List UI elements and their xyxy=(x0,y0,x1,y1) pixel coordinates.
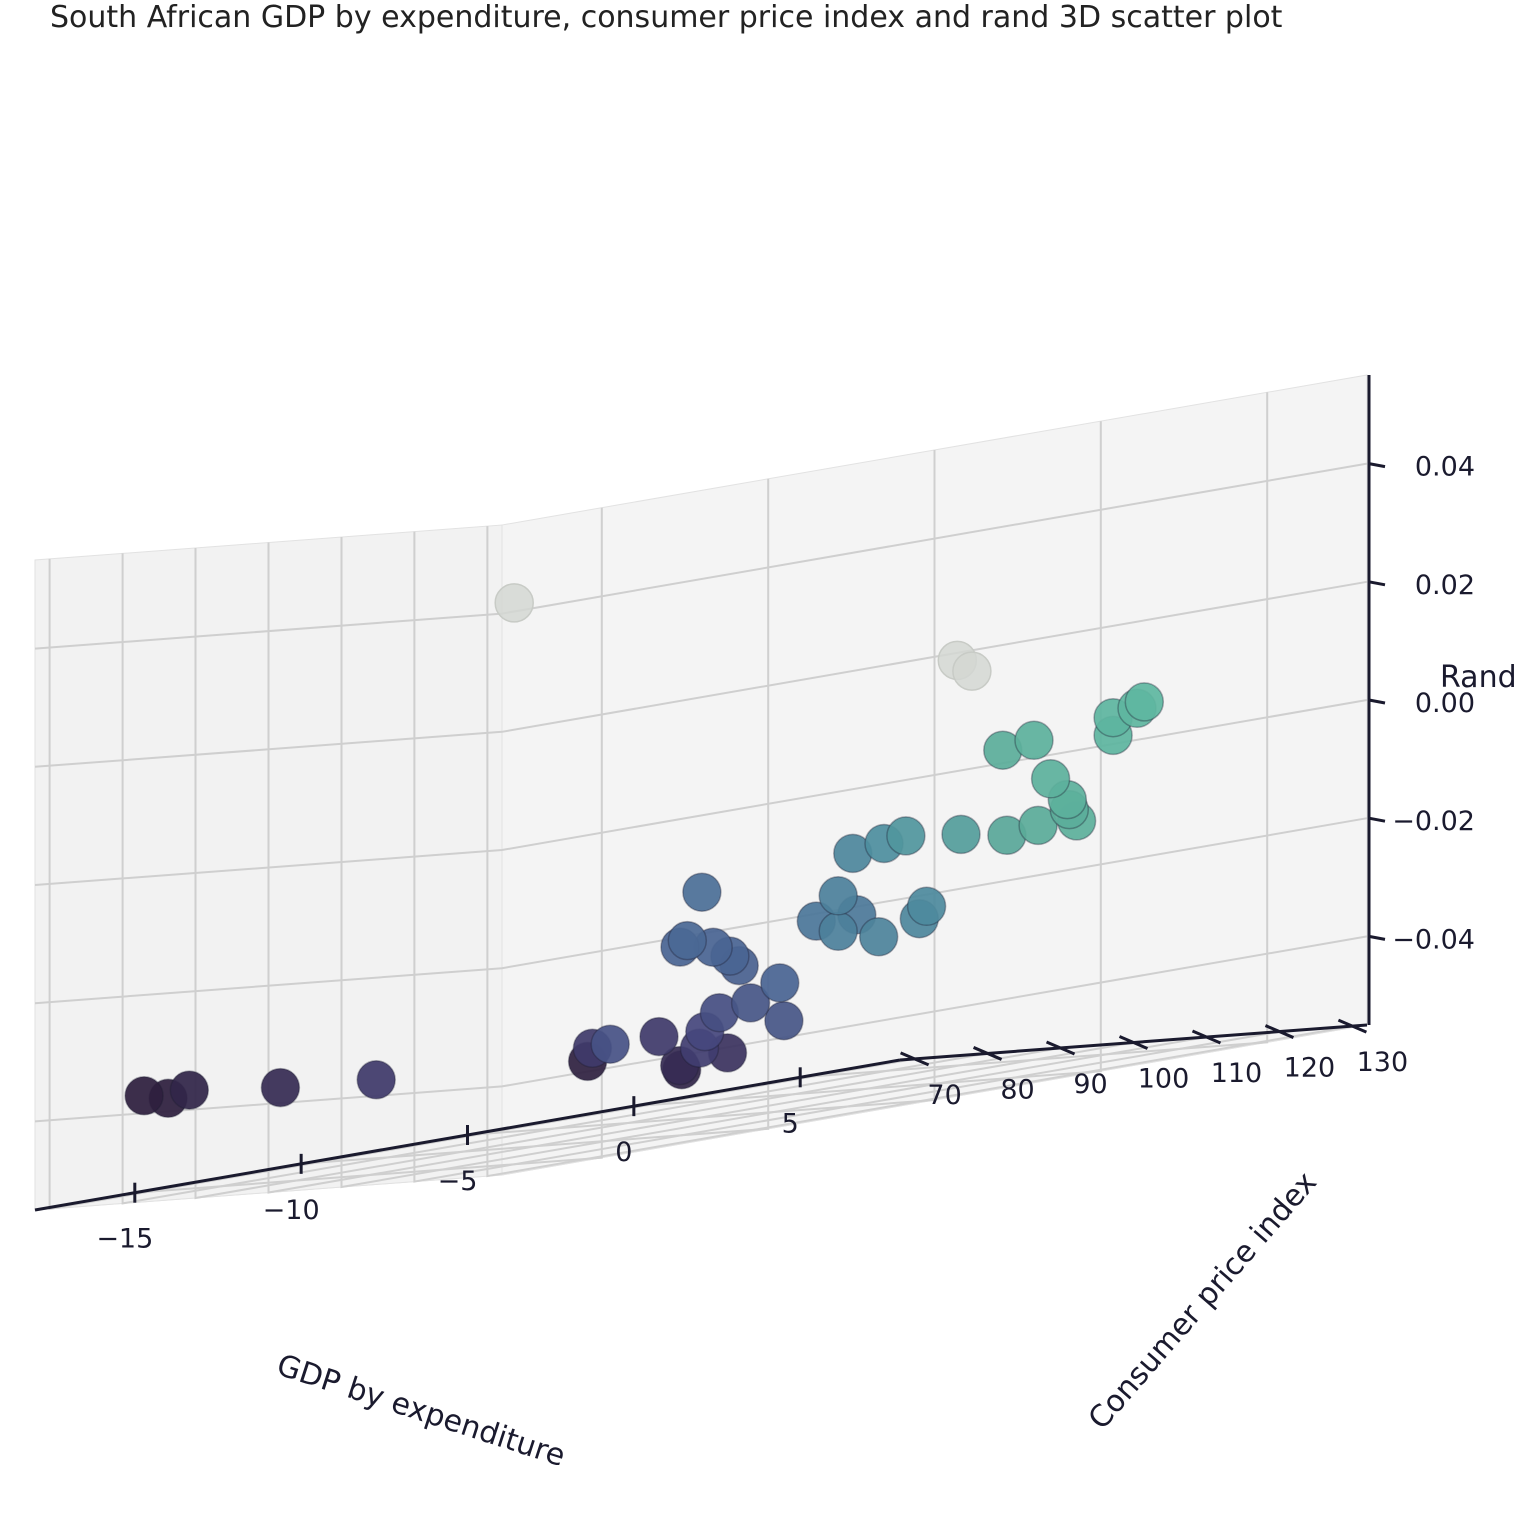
data-point xyxy=(639,1016,679,1057)
chart-title: South African GDP by expenditure, consum… xyxy=(50,0,1283,35)
data-point xyxy=(1030,759,1071,799)
data-point xyxy=(858,917,899,957)
x-tick-label: 0 xyxy=(615,1137,632,1168)
data-point xyxy=(818,911,858,952)
z-tick-mark xyxy=(1368,816,1386,823)
x-axis-label: GDP by expenditure xyxy=(272,1348,569,1474)
z-grid-line xyxy=(34,580,1368,768)
z-tick-label: −0.02 xyxy=(1392,806,1475,837)
y-grid-line xyxy=(194,548,1061,1200)
y-grid-line xyxy=(413,531,1280,1183)
y-tick-label: 80 xyxy=(1000,1074,1034,1105)
y-axis-label: Consumer price index xyxy=(1082,1165,1324,1436)
z-tick-mark xyxy=(1368,462,1386,469)
data-point xyxy=(941,814,981,855)
y-tick-label: 120 xyxy=(1284,1053,1336,1084)
data-point xyxy=(906,886,947,927)
y-grid-line xyxy=(121,553,988,1205)
z-tick-label: −0.04 xyxy=(1392,924,1475,955)
data-point xyxy=(1124,682,1165,722)
data-point xyxy=(730,983,771,1023)
data-point xyxy=(260,1067,301,1108)
y-tick-mark xyxy=(1045,1040,1076,1056)
y-tick-mark xyxy=(972,1046,1003,1061)
z-axis-label: Rand xyxy=(1440,660,1517,695)
data-point xyxy=(818,876,858,916)
data-point xyxy=(590,1024,630,1064)
x-tick-label: −15 xyxy=(96,1224,153,1255)
data-point xyxy=(1014,720,1054,761)
z-tick-mark xyxy=(1368,580,1386,587)
y-grid-line xyxy=(267,542,1134,1194)
data-point xyxy=(886,816,926,856)
y-tick-label: 130 xyxy=(1357,1047,1409,1078)
z-tick-mark xyxy=(1368,934,1386,941)
y-tick-mark xyxy=(1264,1024,1295,1039)
tick-marks: −15 −10 −5 0 5 70 80 90 100 110 120 130 −0.04 −0.02 0.… xyxy=(96,452,1475,1255)
x-tick-label: 5 xyxy=(782,1108,799,1139)
data-point xyxy=(169,1070,210,1110)
y-tick-mark xyxy=(1337,1018,1367,1034)
y-grid-line xyxy=(486,526,1353,1178)
z-grid-line xyxy=(34,817,1368,1005)
y-tick-label: 100 xyxy=(1138,1064,1190,1095)
z-grid-line xyxy=(34,699,1368,886)
z-tick-mark xyxy=(1368,698,1386,705)
x-tick-label: −5 xyxy=(438,1166,478,1197)
y-tick-label: 70 xyxy=(927,1080,961,1111)
y-tick-mark xyxy=(1191,1029,1222,1045)
data-point xyxy=(764,1000,804,1041)
z-tick-label: 0.02 xyxy=(1415,570,1475,601)
data-point xyxy=(682,872,722,912)
data-point xyxy=(356,1060,396,1100)
data-point xyxy=(124,1076,164,1116)
y-tick-label: 110 xyxy=(1211,1058,1263,1089)
x-tick-label: −10 xyxy=(263,1195,320,1226)
y-grid-line xyxy=(340,537,1207,1189)
y-tick-mark xyxy=(1118,1035,1149,1050)
data-point xyxy=(760,963,800,1003)
data-point xyxy=(667,920,708,961)
data-point xyxy=(952,651,992,691)
z-grid-line xyxy=(34,935,1368,1123)
data-point xyxy=(494,583,534,623)
z-tick-label: 0.00 xyxy=(1415,688,1475,719)
grid-lines xyxy=(34,392,1368,1211)
y-tick-mark xyxy=(900,1051,930,1067)
z-tick-label: 0.04 xyxy=(1415,452,1475,483)
data-point xyxy=(1018,805,1058,846)
y-tick-label: 90 xyxy=(1073,1069,1107,1100)
data-points xyxy=(124,583,1165,1119)
